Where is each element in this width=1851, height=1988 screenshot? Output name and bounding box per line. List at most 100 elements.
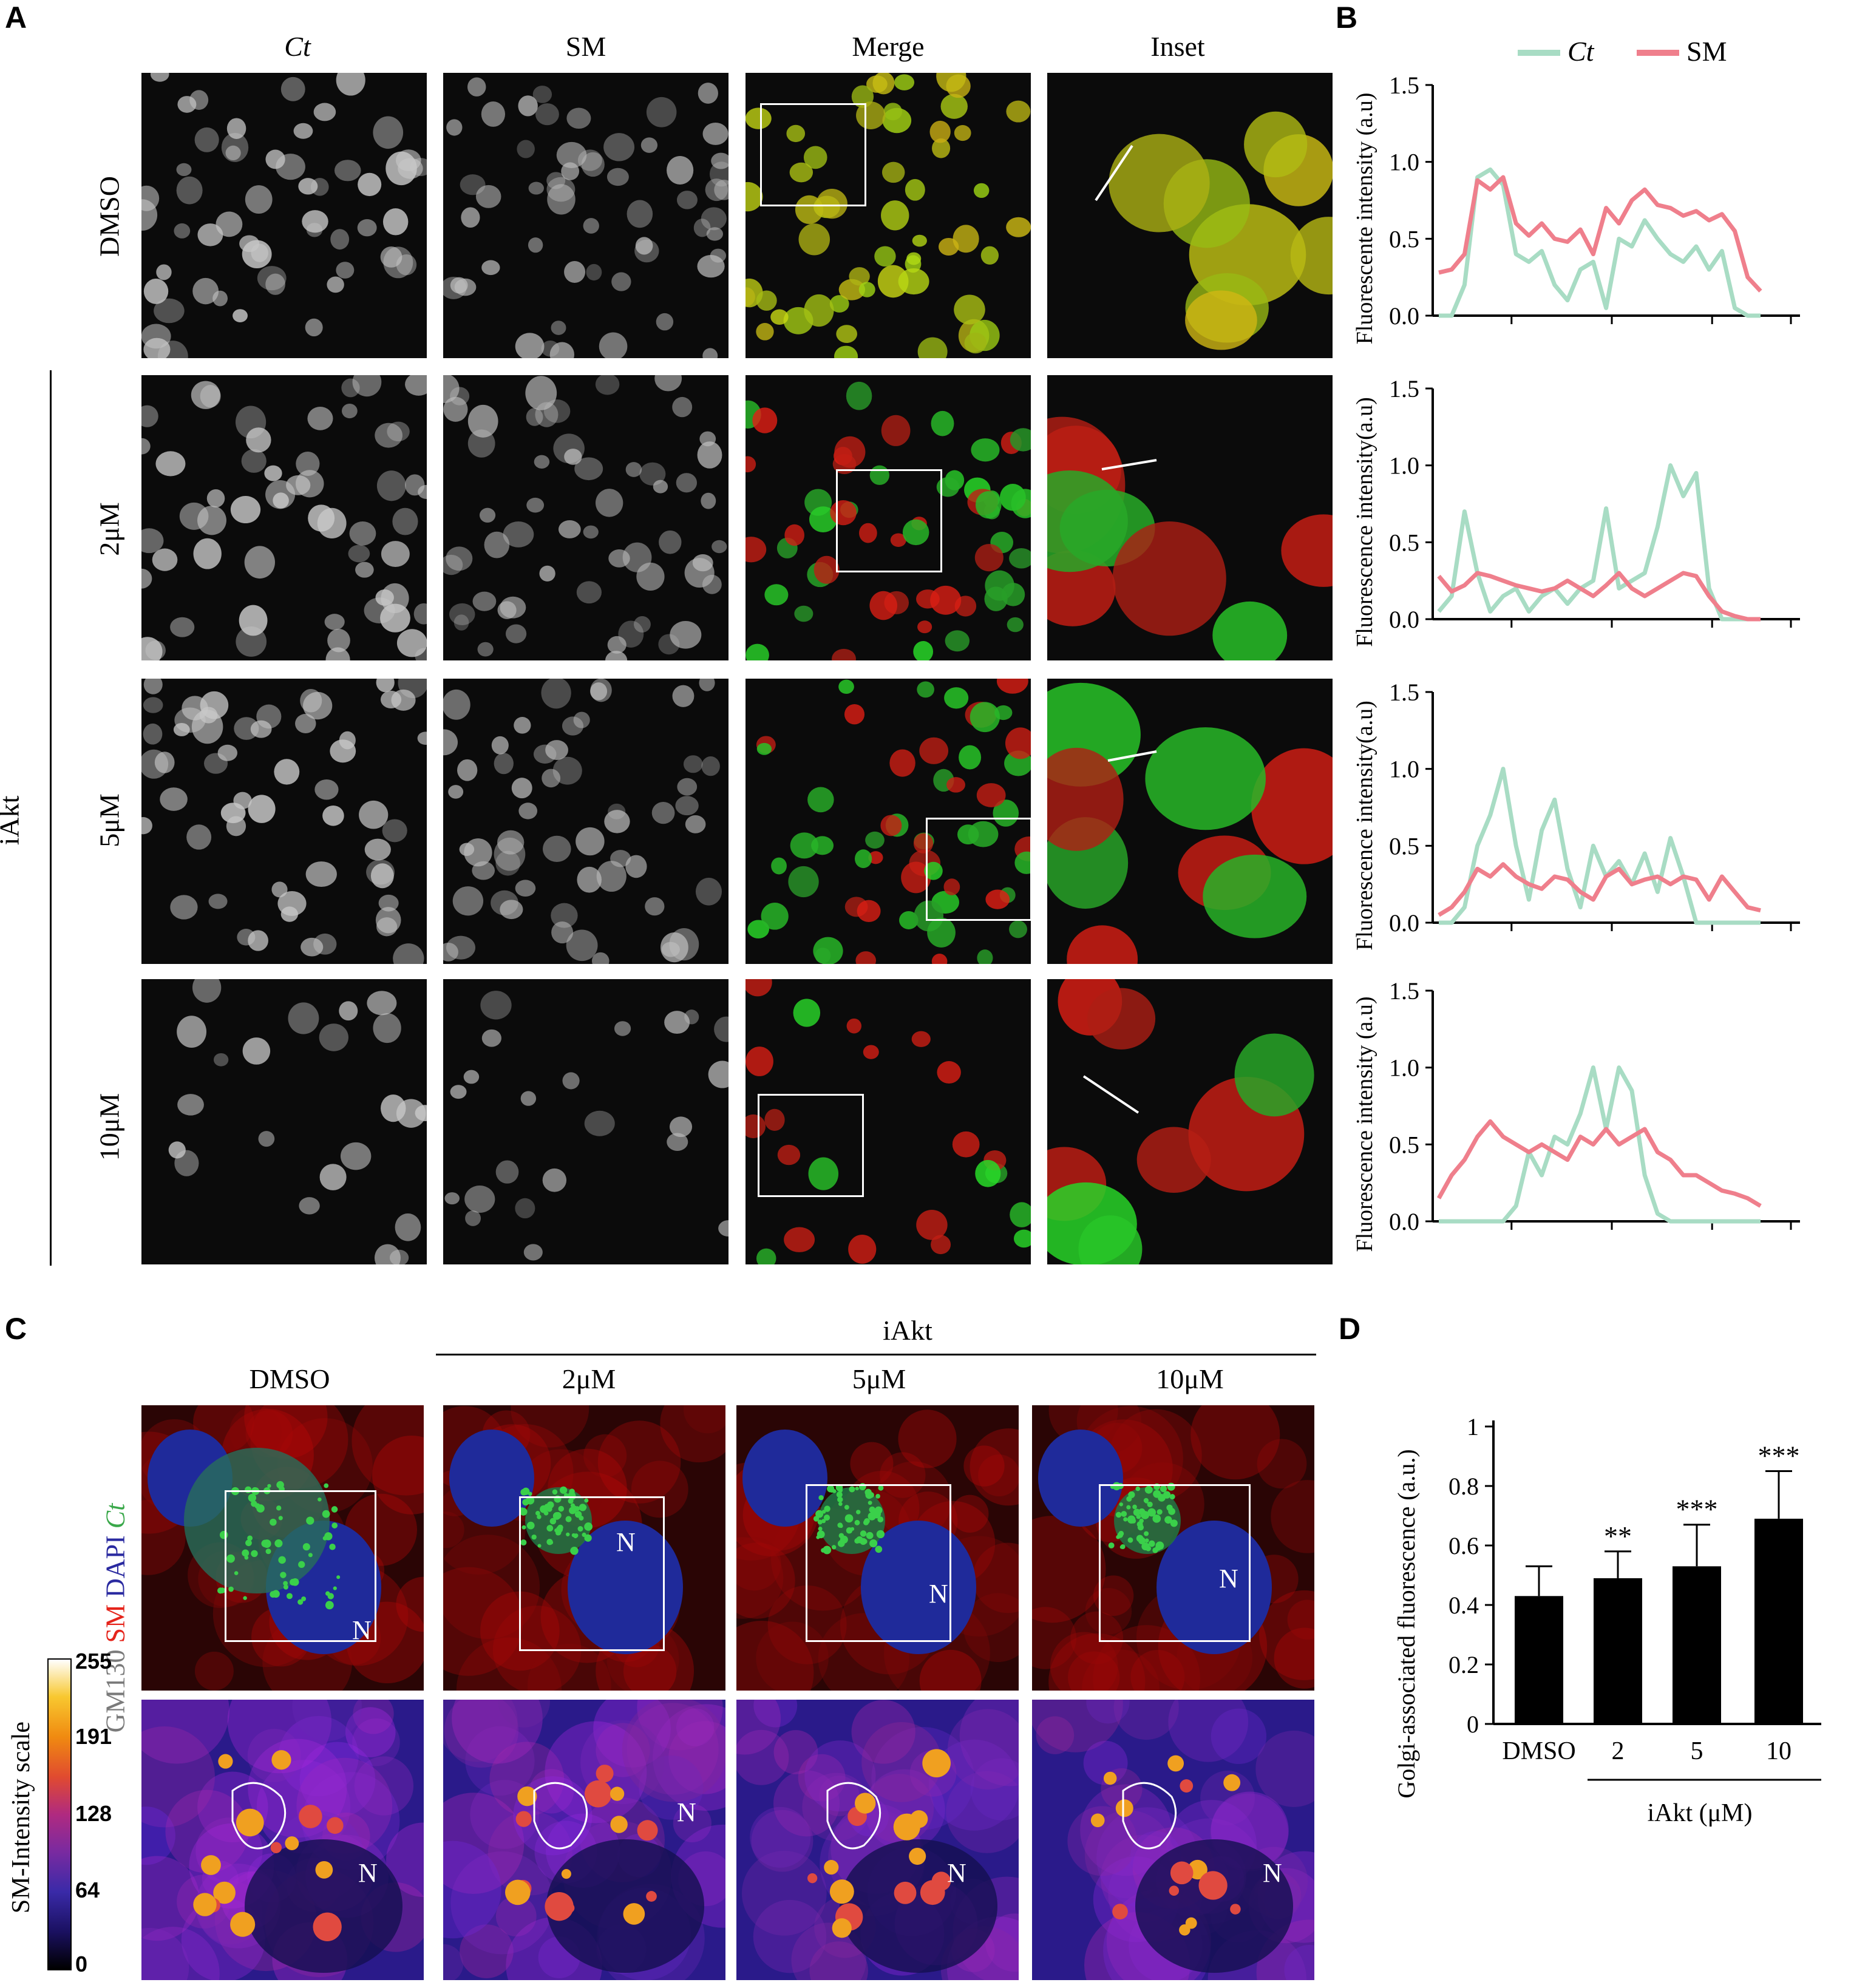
cell (1047, 747, 1124, 851)
hot-spot (596, 1765, 614, 1783)
cell (976, 783, 1006, 807)
heat-blob (141, 1927, 220, 1980)
heat-blob (487, 1811, 572, 1896)
cell (916, 1209, 948, 1240)
cell (193, 538, 222, 569)
cell (676, 191, 698, 209)
cell (410, 158, 427, 177)
sm-blob (1257, 1439, 1307, 1489)
cell (503, 521, 534, 548)
cell (396, 629, 427, 657)
sm-blob (245, 1410, 293, 1457)
cell (307, 407, 333, 430)
ct-dot (322, 1510, 330, 1518)
y-tick-label: 1.0 (1389, 149, 1419, 176)
cell (208, 894, 228, 909)
cell (387, 421, 410, 442)
cell (367, 991, 397, 1016)
sm-blob (1287, 1600, 1314, 1640)
micro-5um-inset (1047, 679, 1333, 964)
micro-image (141, 73, 427, 358)
ct-dot (283, 1581, 288, 1586)
hot-spot (1115, 1799, 1133, 1817)
cell (777, 1144, 801, 1165)
cell (515, 333, 545, 358)
scale-tick-64: 64 (75, 1878, 100, 1902)
ct-dot (1118, 1530, 1124, 1536)
micro-10um-inset (1047, 979, 1333, 1264)
cell (604, 810, 630, 833)
cell (174, 1150, 199, 1176)
cell (564, 449, 582, 465)
cell (324, 614, 345, 630)
heat-blob (736, 1700, 781, 1755)
heat-blob (773, 1770, 840, 1837)
cell (189, 90, 209, 110)
sm-blob (978, 1454, 1019, 1497)
scale-tick-128: 128 (75, 1801, 112, 1826)
cell (1185, 290, 1257, 350)
inset-box-5um (926, 818, 1032, 921)
cell (953, 225, 979, 253)
line-chart-svg: 0.0 0.5 1.0 1.5 Fluorescente intensity (a.u) (1352, 72, 1800, 344)
cell (790, 832, 818, 859)
cell (319, 1023, 348, 1051)
cell (443, 689, 470, 720)
hot-spot (213, 1881, 236, 1904)
ct-dot (546, 1525, 554, 1532)
column-header-inset: Inset (1150, 31, 1205, 62)
cell (954, 124, 971, 141)
micro-image (443, 375, 727, 660)
nucleus-label: N (1263, 1858, 1282, 1888)
cell (558, 520, 581, 538)
cell (564, 261, 586, 283)
sm-blob (736, 1621, 814, 1691)
cell (943, 878, 960, 895)
cell (844, 704, 865, 725)
micro-dmso-sm (443, 73, 729, 358)
golgi-outline (1122, 1782, 1177, 1850)
ct-dot (1127, 1515, 1136, 1524)
cell (798, 223, 830, 256)
sm-blob (736, 1542, 795, 1619)
cell (444, 1192, 460, 1205)
iakt-group-header: iAkt (883, 1315, 932, 1346)
cell (340, 1142, 372, 1170)
cell (475, 185, 501, 208)
ct-dot (579, 1515, 584, 1521)
ct-dot (336, 1575, 341, 1579)
heat-blob (947, 1709, 1019, 1790)
hot-spot (561, 1869, 571, 1879)
cell (461, 207, 480, 228)
heat-blob (741, 1850, 827, 1936)
cell (355, 561, 374, 578)
cell (658, 634, 680, 655)
cell (985, 889, 1010, 909)
cell (633, 616, 651, 633)
hot-spot (299, 1805, 322, 1828)
micro-image (745, 381, 1031, 660)
cell (656, 313, 674, 331)
cell (472, 591, 497, 611)
hot-spot (610, 1816, 628, 1833)
ct-dot (837, 1496, 843, 1503)
ct-dot (272, 1590, 280, 1598)
ct-dot (574, 1506, 580, 1511)
cell (675, 796, 699, 816)
cell (276, 154, 305, 180)
sm-blob (919, 1649, 982, 1691)
ct-dot (868, 1491, 874, 1498)
sm-blob (963, 1445, 1005, 1487)
micro-image (1047, 682, 1333, 964)
cell (595, 375, 620, 395)
ct-dot (549, 1518, 557, 1525)
sm-blob (1085, 1588, 1132, 1635)
cell (141, 438, 151, 455)
cell (1007, 617, 1024, 633)
cell (341, 378, 360, 398)
heat-blob (141, 1856, 200, 1941)
ct-dot (291, 1578, 299, 1586)
cell (481, 260, 500, 276)
cell (946, 777, 965, 793)
cell (980, 246, 999, 265)
